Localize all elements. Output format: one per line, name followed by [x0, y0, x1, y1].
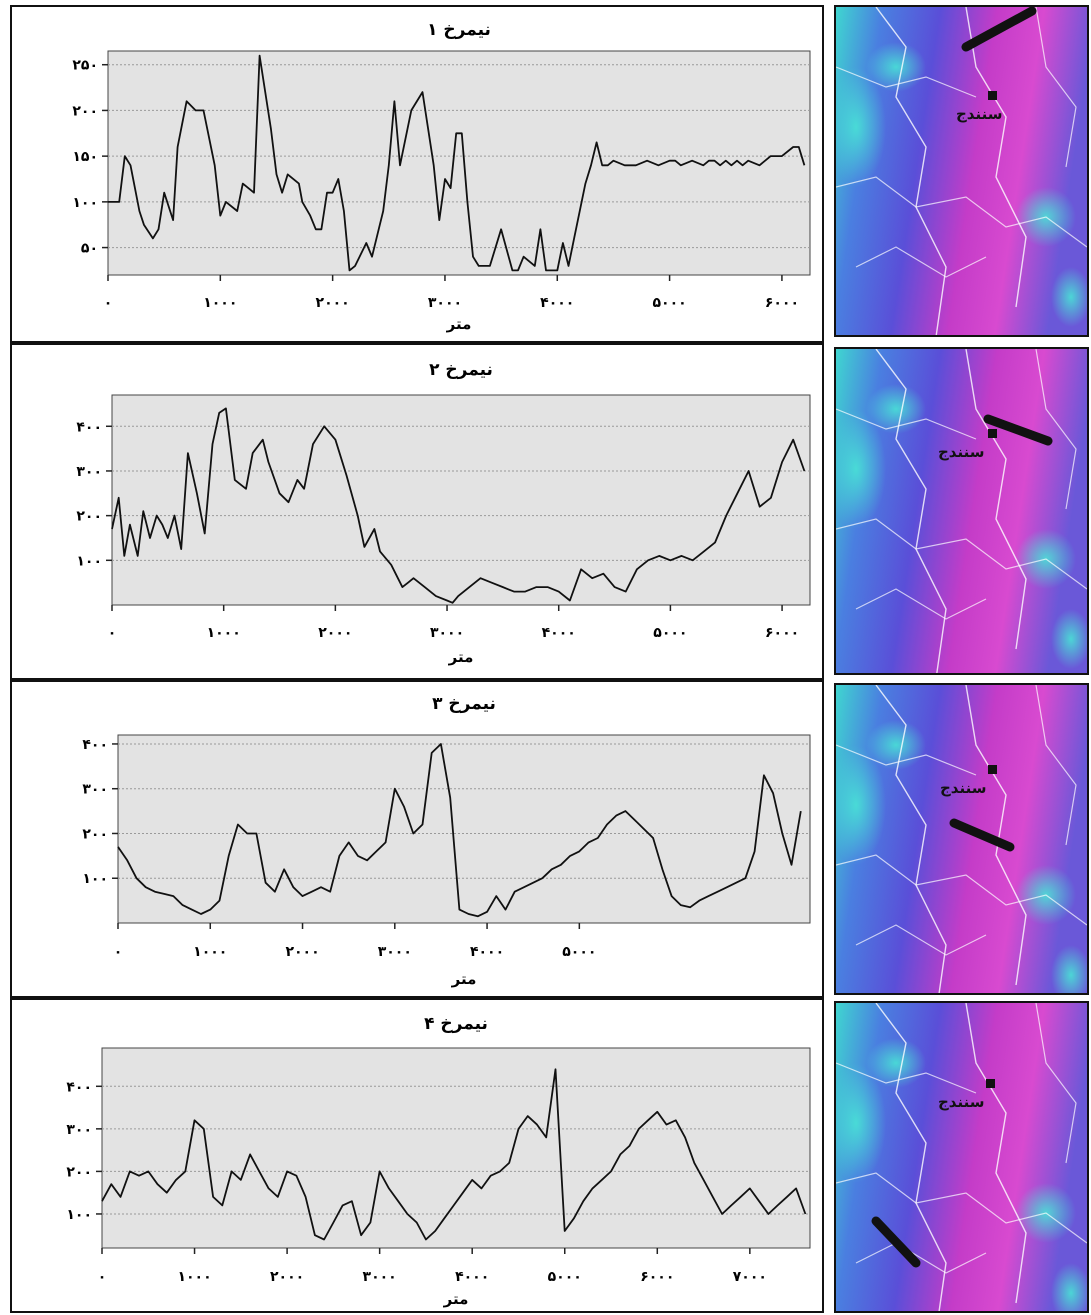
profile-3-plot-area	[117, 734, 811, 924]
profile-1-x-axis-label: متر	[446, 315, 472, 333]
profile-1-title: نیمرخ ۱	[427, 20, 491, 40]
profile-4-x-tick-label: ۳۰۰۰	[363, 1269, 397, 1285]
profile-line-1	[961, 7, 1037, 52]
relief-map-3: سنندج	[836, 685, 1087, 993]
profile-4-x-tick-label: ۷۰۰۰	[733, 1269, 767, 1285]
profile-3-y-tick-label: ۳۰۰	[82, 782, 108, 798]
profile-2-y-tick-label: ۳۰۰	[76, 464, 102, 480]
profile-4-y-tick-label: ۳۰۰	[66, 1122, 92, 1138]
profile-4-x-tick-label: ۴۰۰۰	[455, 1269, 489, 1285]
profile-4-x-tick-label: ۲۰۰۰	[270, 1269, 304, 1285]
profile-chart-1: ۵۰ ۱۰۰ ۱۵۰ ۲۰۰ ۲۵۰ ۰ ۱۰۰۰ ۲۰۰۰ ۳۰۰۰ ۴۰۰۰ ۵۰۰۰ ۶۰۰۰ ن…	[72, 20, 811, 333]
profile-3-y-tick-label: ۴۰۰	[82, 737, 108, 753]
profile-1-y-tick-label: ۱۰۰	[72, 195, 98, 211]
profile-line-4	[871, 1216, 921, 1268]
profile-3-y-tick-label: ۱۰۰	[82, 871, 108, 887]
profile-1-elevation-line	[108, 54, 806, 272]
location-map-2: سنندج	[834, 347, 1089, 675]
relief-map-1: سنندج	[836, 7, 1087, 335]
profile-2-x-axis-label: متر	[448, 648, 474, 666]
profile-1-x-tick-label: ۵۰۰۰	[653, 295, 687, 311]
profile-4-x-tick-label: ۱۰۰۰	[177, 1269, 211, 1285]
profile-4-plot-area	[101, 1047, 811, 1249]
profile-line-2	[983, 414, 1053, 446]
profile-panel-1: ۵۰ ۱۰۰ ۱۵۰ ۲۰۰ ۲۵۰ ۰ ۱۰۰۰ ۲۰۰۰ ۳۰۰۰ ۴۰۰۰ ۵۰۰۰ ۶۰۰۰ ن…	[10, 5, 824, 343]
profile-3-x-tick-label: ۴۰۰۰	[470, 944, 504, 960]
profile-1-y-tick-label: ۲۰۰	[72, 103, 98, 119]
profile-panel-3: ۱۰۰ ۲۰۰ ۳۰۰ ۴۰۰ ۰ ۱۰۰۰ ۲۰۰۰ ۳۰۰۰ ۴۰۰۰ ۵۰۰۰ نیمرخ ۳…	[10, 680, 824, 998]
city-marker	[986, 1079, 995, 1088]
location-map-3: سنندج	[834, 683, 1089, 995]
city-marker	[988, 91, 997, 100]
profile-2-x-tick-label: ۵۰۰۰	[653, 625, 687, 641]
profile-2-x-tick-label: ۳۰۰۰	[430, 625, 464, 641]
profile-panel-2: ۱۰۰ ۲۰۰ ۳۰۰ ۴۰۰ ۰ ۱۰۰۰ ۲۰۰۰ ۳۰۰۰ ۴۰۰۰ ۵۰۰۰ ۶۰۰۰ نیم…	[10, 343, 824, 680]
profile-3-elevation-line	[117, 743, 802, 918]
profile-3-x-tick-label: ۳۰۰۰	[378, 944, 412, 960]
profile-panel-4: ۱۰۰ ۲۰۰ ۳۰۰ ۴۰۰ ۰ ۱۰۰۰ ۲۰۰۰ ۳۰۰۰ ۴۰۰۰ ۵۰۰۰ ۶۰۰۰ ۷۰۰…	[10, 998, 824, 1313]
profile-1-y-tick-label: ۵۰	[81, 241, 98, 257]
profile-4-y-tick-label: ۲۰۰	[66, 1164, 92, 1180]
profile-4-y-tick-label: ۴۰۰	[66, 1079, 92, 1095]
profile-3-y-tick-label: ۲۰۰	[82, 826, 108, 842]
city-marker	[988, 429, 997, 438]
relief-map-4: سنندج	[836, 1003, 1087, 1311]
location-map-4: سنندج	[834, 1001, 1089, 1313]
city-label-2: سنندج	[938, 443, 984, 461]
profile-4-title: نیمرخ ۴	[424, 1014, 488, 1034]
profile-2-x-tick-label: ۰	[108, 625, 117, 641]
profile-2-x-tick-label: ۲۰۰۰	[318, 625, 352, 641]
profile-3-x-tick-label: ۰	[114, 944, 123, 960]
profile-1-x-tick-label: ۶۰۰۰	[765, 295, 799, 311]
profile-1-y-tick-label: ۱۵۰	[72, 149, 98, 165]
profile-2-y-tick-label: ۴۰۰	[76, 419, 102, 435]
profile-4-elevation-line	[101, 1068, 807, 1241]
profile-2-x-tick-label: ۶۰۰۰	[765, 625, 799, 641]
profile-3-title: نیمرخ ۳	[432, 694, 496, 714]
profile-1-plot-area	[107, 50, 811, 276]
profile-4-x-tick-label: ۰	[98, 1269, 107, 1285]
profile-1-x-tick-label: ۳۰۰۰	[428, 295, 462, 311]
relief-map-2: سنندج	[836, 349, 1087, 673]
profile-1-x-tick-label: ۱۰۰۰	[203, 295, 237, 311]
profile-2-x-tick-label: ۱۰۰۰	[207, 625, 241, 641]
profile-4-y-tick-label: ۱۰۰	[66, 1207, 92, 1223]
city-marker	[988, 765, 997, 774]
profile-4-x-tick-label: ۵۰۰۰	[548, 1269, 582, 1285]
city-label-3: سنندج	[940, 779, 986, 797]
profile-3-x-tick-label: ۵۰۰۰	[562, 944, 596, 960]
profile-1-y-tick-label: ۲۵۰	[72, 58, 98, 74]
profile-3-x-tick-label: ۲۰۰۰	[285, 944, 319, 960]
profile-2-y-tick-label: ۲۰۰	[76, 509, 102, 525]
profile-3-x-tick-label: ۱۰۰۰	[193, 944, 227, 960]
profile-2-title: نیمرخ ۲	[429, 360, 493, 380]
city-label-1: سنندج	[956, 105, 1002, 123]
profile-1-x-tick-label: ۴۰۰۰	[540, 295, 574, 311]
profile-4-x-axis-label: متر	[443, 1290, 469, 1308]
profile-4-x-tick-label: ۶۰۰۰	[640, 1269, 674, 1285]
profile-1-x-tick-label: ۲۰۰۰	[316, 295, 350, 311]
profile-2-x-tick-label: ۴۰۰۰	[542, 625, 576, 641]
location-map-1: سنندج	[834, 5, 1089, 337]
profile-2-y-tick-label: ۱۰۰	[76, 553, 102, 569]
profile-3-x-axis-label: متر	[451, 970, 477, 988]
city-label-4: سنندج	[938, 1093, 984, 1111]
profile-1-x-tick-label: ۰	[104, 295, 113, 311]
profile-line-3	[949, 818, 1015, 852]
profile-2-elevation-line	[111, 407, 806, 604]
